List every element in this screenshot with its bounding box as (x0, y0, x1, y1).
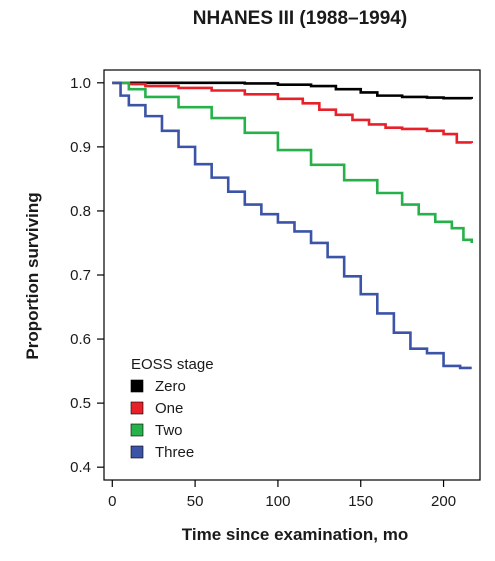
legend-swatch-two (130, 423, 144, 437)
legend-title: EOSS stage (131, 356, 214, 373)
x-tick-label: 50 (187, 493, 204, 510)
x-axis-label: Time since examination, mo (182, 525, 408, 544)
legend: EOSS stage Zero One Two Three (130, 356, 214, 461)
y-tick-label: 0.7 (70, 267, 91, 284)
x-tick-label: 150 (348, 493, 373, 510)
series-line-three (112, 81, 472, 370)
legend-swatch-zero (130, 379, 144, 393)
legend-label-two: Two (155, 422, 183, 439)
x-tick-label: 100 (265, 493, 290, 510)
series-line-one (112, 81, 474, 144)
y-tick-label: 0.9 (70, 139, 91, 156)
x-tick-label: 0 (108, 493, 116, 510)
legend-label-one: One (155, 400, 183, 417)
chart-title: NHANES III (1988–1994) (193, 8, 407, 29)
legend-swatch-three (130, 445, 144, 459)
y-tick-label: 1.0 (70, 75, 91, 92)
series-line-two (112, 81, 474, 243)
y-axis-label: Proportion surviving (23, 192, 42, 359)
y-tick-label: 0.6 (70, 331, 91, 348)
y-tick-label: 0.5 (70, 395, 91, 412)
legend-label-zero: Zero (155, 378, 186, 395)
y-axis: 0.4 0.5 0.6 0.7 0.8 0.9 1.0 (70, 75, 104, 476)
series-lines (112, 81, 474, 370)
legend-swatch-one (130, 401, 144, 415)
y-tick-label: 0.4 (70, 459, 91, 476)
x-axis: 0 50 100 150 200 (108, 480, 456, 510)
legend-label-three: Three (155, 444, 194, 461)
y-tick-label: 0.8 (70, 203, 91, 220)
plot-frame (103, 69, 481, 481)
series-line-zero (112, 81, 474, 100)
x-tick-label: 200 (431, 493, 456, 510)
